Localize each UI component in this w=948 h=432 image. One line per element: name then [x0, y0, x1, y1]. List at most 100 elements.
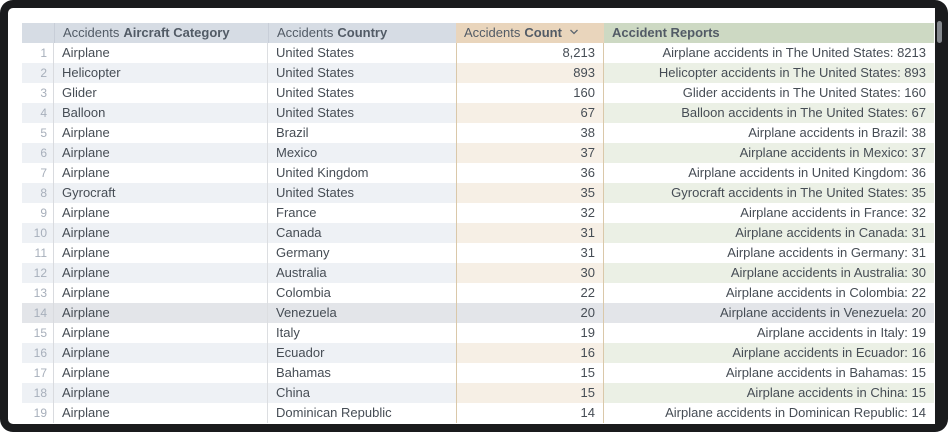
cell-accident-report[interactable]: Airplane accidents in France: 32: [604, 203, 934, 223]
cell-accident-report[interactable]: Airplane accidents in Germany: 31: [604, 243, 934, 263]
cell-country[interactable]: United States: [268, 43, 456, 63]
cell-aircraft-category[interactable]: Airplane: [54, 223, 268, 243]
cell-country[interactable]: Canada: [268, 223, 456, 243]
cell-aircraft-category[interactable]: Airplane: [54, 263, 268, 283]
cell-aircraft-category[interactable]: Airplane: [54, 43, 268, 63]
table-row[interactable]: 4 Balloon United States 67 Balloon accidents…: [22, 103, 934, 123]
table-row[interactable]: 11 Airplane Germany 31 Airplane accidents in…: [22, 243, 934, 263]
cell-aircraft-category[interactable]: Airplane: [54, 363, 268, 383]
column-header-aircraft-category[interactable]: Accidents Aircraft Category: [54, 23, 268, 43]
cell-count[interactable]: 160: [456, 83, 604, 103]
cell-accident-report[interactable]: Balloon accidents in The United States: …: [604, 103, 934, 123]
cell-accident-report[interactable]: Airplane accidents in Italy: 19: [604, 323, 934, 343]
cell-count[interactable]: 35: [456, 183, 604, 203]
cell-country[interactable]: Colombia: [268, 283, 456, 303]
cell-country[interactable]: Brazil: [268, 123, 456, 143]
cell-count[interactable]: 38: [456, 123, 604, 143]
cell-count[interactable]: 16: [456, 343, 604, 363]
cell-country[interactable]: United States: [268, 83, 456, 103]
vertical-scrollbar-thumb[interactable]: [937, 21, 942, 43]
table-row[interactable]: 3 Glider United States 160 Glider accidents …: [22, 83, 934, 103]
cell-accident-report[interactable]: Glider accidents in The United States: 1…: [604, 83, 934, 103]
table-row[interactable]: 1 Airplane United States 8,213 Airplane acci…: [22, 43, 934, 63]
cell-country[interactable]: Bahamas: [268, 363, 456, 383]
cell-count[interactable]: 32: [456, 203, 604, 223]
cell-accident-report[interactable]: Airplane accidents in China: 15: [604, 383, 934, 403]
cell-accident-report[interactable]: Airplane accidents in The United States:…: [604, 43, 934, 63]
table-row[interactable]: 7 Airplane United Kingdom 36 Airplane accide…: [22, 163, 934, 183]
cell-accident-report[interactable]: Gyrocraft accidents in The United States…: [604, 183, 934, 203]
cell-accident-report[interactable]: Airplane accidents in Dominican Republic…: [604, 403, 934, 423]
cell-count[interactable]: 31: [456, 243, 604, 263]
cell-count[interactable]: 37: [456, 143, 604, 163]
cell-country[interactable]: United States: [268, 63, 456, 83]
table-row[interactable]: 2 Helicopter United States 893 Helicopter ac…: [22, 63, 934, 83]
column-header-count[interactable]: Accidents Count: [456, 23, 604, 43]
cell-count[interactable]: 19: [456, 323, 604, 343]
cell-aircraft-category[interactable]: Airplane: [54, 163, 268, 183]
cell-accident-report[interactable]: Airplane accidents in Mexico: 37: [604, 143, 934, 163]
cell-aircraft-category[interactable]: Gyrocraft: [54, 183, 268, 203]
cell-country[interactable]: United Kingdom: [268, 163, 456, 183]
cell-aircraft-category[interactable]: Airplane: [54, 403, 268, 423]
cell-country[interactable]: Mexico: [268, 143, 456, 163]
cell-country[interactable]: Venezuela: [268, 303, 456, 323]
cell-aircraft-category[interactable]: Airplane: [54, 123, 268, 143]
cell-country[interactable]: France: [268, 203, 456, 223]
table-row[interactable]: 14 Airplane Venezuela 20 Airplane accidents …: [22, 303, 934, 323]
table-row[interactable]: 19 Airplane Dominican Republic 14 Airplane a…: [22, 403, 934, 423]
cell-count[interactable]: 14: [456, 403, 604, 423]
cell-country[interactable]: China: [268, 383, 456, 403]
cell-country[interactable]: Ecuador: [268, 343, 456, 363]
cell-count[interactable]: 893: [456, 63, 604, 83]
cell-accident-report[interactable]: Airplane accidents in Ecuador: 16: [604, 343, 934, 363]
cell-accident-report[interactable]: Airplane accidents in Brazil: 38: [604, 123, 934, 143]
cell-aircraft-category[interactable]: Airplane: [54, 283, 268, 303]
cell-count[interactable]: 15: [456, 363, 604, 383]
cell-accident-report[interactable]: Airplane accidents in Australia: 30: [604, 263, 934, 283]
table-row[interactable]: 6 Airplane Mexico 37 Airplane accidents in M…: [22, 143, 934, 163]
cell-aircraft-category[interactable]: Balloon: [54, 103, 268, 123]
cell-count[interactable]: 36: [456, 163, 604, 183]
cell-count[interactable]: 31: [456, 223, 604, 243]
cell-count[interactable]: 67: [456, 103, 604, 123]
cell-aircraft-category[interactable]: Airplane: [54, 143, 268, 163]
table-row[interactable]: 9 Airplane France 32 Airplane accidents in F…: [22, 203, 934, 223]
cell-count[interactable]: 22: [456, 283, 604, 303]
cell-country[interactable]: Germany: [268, 243, 456, 263]
table-row[interactable]: 17 Airplane Bahamas 15 Airplane accidents in…: [22, 363, 934, 383]
cell-aircraft-category[interactable]: Airplane: [54, 203, 268, 223]
cell-country[interactable]: United States: [268, 103, 456, 123]
cell-country[interactable]: Italy: [268, 323, 456, 343]
table-row[interactable]: 10 Airplane Canada 31 Airplane accidents in …: [22, 223, 934, 243]
table-row[interactable]: 18 Airplane China 15 Airplane accidents in C…: [22, 383, 934, 403]
table-row[interactable]: 5 Airplane Brazil 38 Airplane accidents in B…: [22, 123, 934, 143]
cell-count[interactable]: 30: [456, 263, 604, 283]
cell-accident-report[interactable]: Helicopter accidents in The United State…: [604, 63, 934, 83]
cell-aircraft-category[interactable]: Airplane: [54, 303, 268, 323]
cell-count[interactable]: 15: [456, 383, 604, 403]
table-row[interactable]: 16 Airplane Ecuador 16 Airplane accidents in…: [22, 343, 934, 363]
cell-accident-report[interactable]: Airplane accidents in Bahamas: 15: [604, 363, 934, 383]
cell-count[interactable]: 20: [456, 303, 604, 323]
cell-count[interactable]: 8,213: [456, 43, 604, 63]
table-row[interactable]: 12 Airplane Australia 30 Airplane accidents …: [22, 263, 934, 283]
cell-aircraft-category[interactable]: Airplane: [54, 243, 268, 263]
cell-accident-report[interactable]: Airplane accidents in United Kingdom: 36: [604, 163, 934, 183]
cell-country[interactable]: Dominican Republic: [268, 403, 456, 423]
cell-aircraft-category[interactable]: Airplane: [54, 383, 268, 403]
cell-accident-report[interactable]: Airplane accidents in Colombia: 22: [604, 283, 934, 303]
cell-country[interactable]: United States: [268, 183, 456, 203]
table-row[interactable]: 13 Airplane Colombia 22 Airplane accidents i…: [22, 283, 934, 303]
column-header-accident-reports[interactable]: Accident Reports: [604, 23, 934, 43]
cell-aircraft-category[interactable]: Helicopter: [54, 63, 268, 83]
cell-country[interactable]: Australia: [268, 263, 456, 283]
cell-aircraft-category[interactable]: Airplane: [54, 323, 268, 343]
cell-aircraft-category[interactable]: Glider: [54, 83, 268, 103]
cell-accident-report[interactable]: Airplane accidents in Venezuela: 20: [604, 303, 934, 323]
cell-accident-report[interactable]: Airplane accidents in Canada: 31: [604, 223, 934, 243]
column-header-country[interactable]: Accidents Country: [268, 23, 456, 43]
table-row[interactable]: 8 Gyrocraft United States 35 Gyrocraft accid…: [22, 183, 934, 203]
cell-aircraft-category[interactable]: Airplane: [54, 343, 268, 363]
table-row[interactable]: 15 Airplane Italy 19 Airplane accidents in I…: [22, 323, 934, 343]
